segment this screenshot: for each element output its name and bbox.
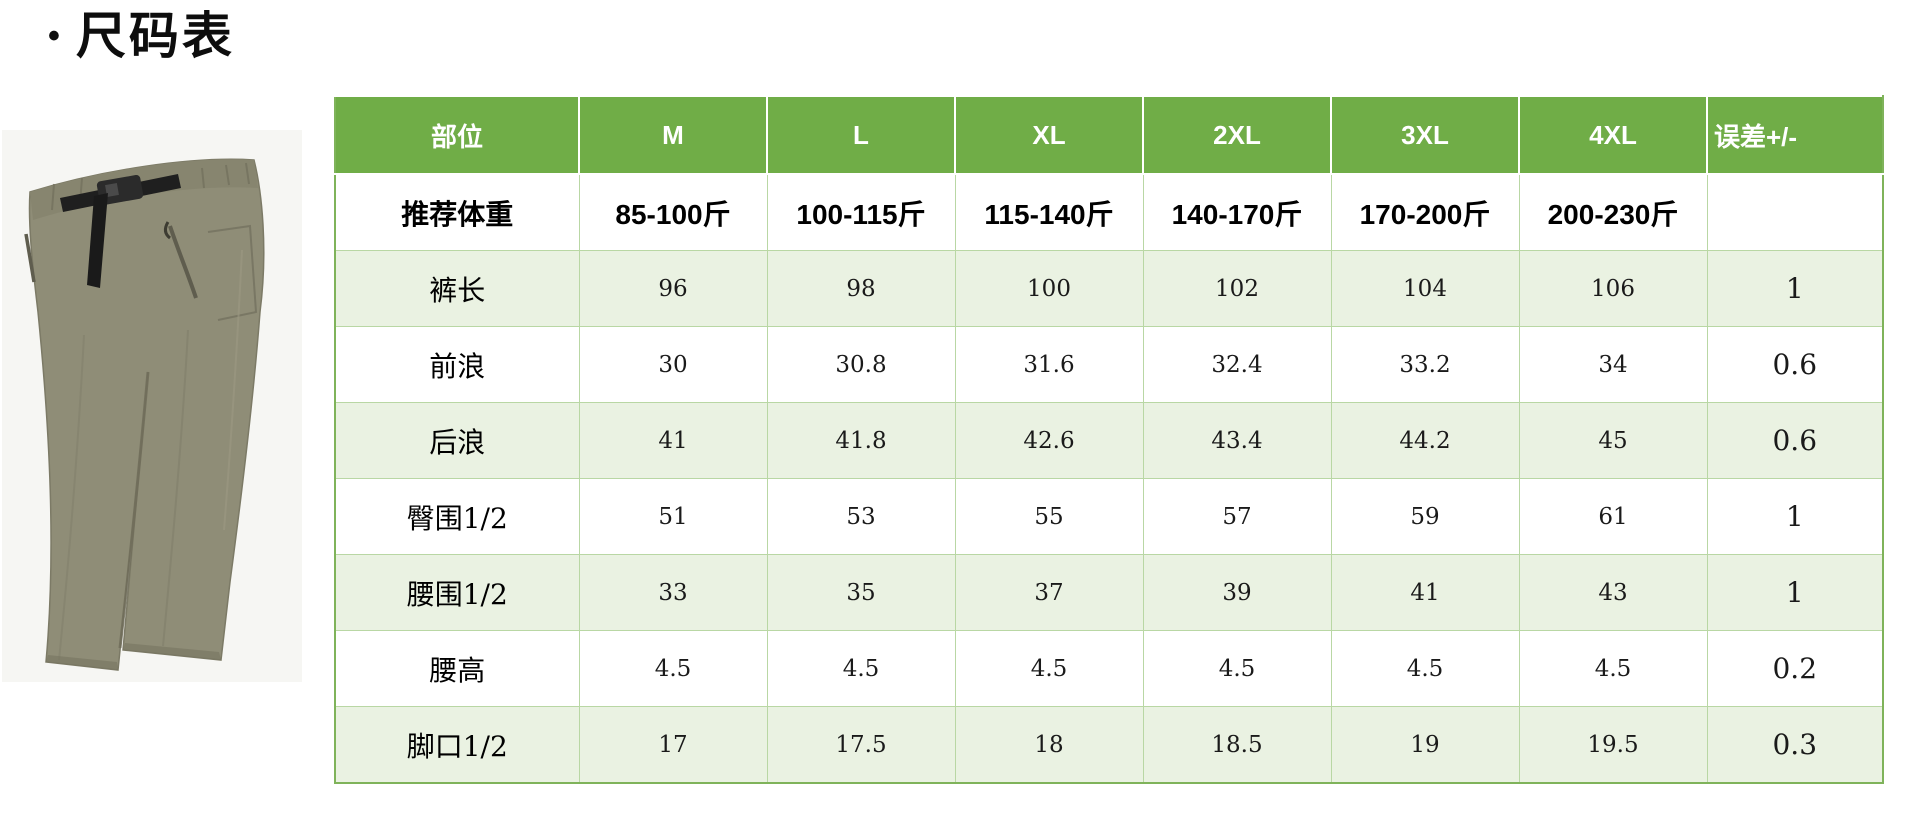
cell: 41.8 (766, 402, 956, 479)
cell (1706, 173, 1884, 251)
cell: 102 (1142, 250, 1332, 327)
row-label: 腰高 (334, 630, 580, 707)
cell: 43 (1518, 554, 1708, 631)
cell: 30 (578, 326, 768, 403)
cell: 200-230斤 (1518, 173, 1708, 251)
table-row-waistband-height: 腰高 4.5 4.5 4.5 4.5 4.5 4.5 0.2 (334, 630, 1884, 707)
cell: 115-140斤 (954, 173, 1144, 251)
table-row-pant-length: 裤长 96 98 100 102 104 106 1 (334, 250, 1884, 327)
cell: 4.5 (1330, 630, 1520, 707)
col-header-m: M (578, 95, 768, 175)
col-header-4xl: 4XL (1518, 95, 1708, 175)
page-title-text: 尺码表 (75, 8, 235, 64)
cell: 4.5 (1142, 630, 1332, 707)
cell: 85-100斤 (578, 173, 768, 251)
cell: 19 (1330, 706, 1520, 784)
col-header-xl: XL (954, 95, 1144, 175)
cell: 44.2 (1330, 402, 1520, 479)
product-photo (2, 130, 302, 682)
table-row-waist: 腰围1/2 33 35 37 39 41 43 1 (334, 554, 1884, 631)
col-header-2xl: 2XL (1142, 95, 1332, 175)
row-label: 后浪 (334, 402, 580, 479)
cell: 106 (1518, 250, 1708, 327)
table-row-hip: 臀围1/2 51 53 55 57 59 61 1 (334, 478, 1884, 555)
table-row-front-rise: 前浪 30 30.8 31.6 32.4 33.2 34 0.6 (334, 326, 1884, 403)
cell: 18.5 (1142, 706, 1332, 784)
cell: 42.6 (954, 402, 1144, 479)
page-title: • 尺码表 (48, 6, 235, 66)
row-label: 腰围1/2 (334, 554, 580, 631)
cell: 4.5 (1518, 630, 1708, 707)
cell: 61 (1518, 478, 1708, 555)
cell: 1 (1706, 478, 1884, 555)
row-label: 臀围1/2 (334, 478, 580, 555)
cell: 51 (578, 478, 768, 555)
row-label: 推荐体重 (334, 173, 580, 251)
header-row: 部位 M L XL 2XL 3XL 4XL 误差+/- (334, 95, 1884, 175)
cell: 1 (1706, 554, 1884, 631)
cell: 53 (766, 478, 956, 555)
cell: 41 (578, 402, 768, 479)
cell: 170-200斤 (1330, 173, 1520, 251)
row-label: 脚口1/2 (334, 706, 580, 784)
cell: 4.5 (766, 630, 956, 707)
cell: 32.4 (1142, 326, 1332, 403)
col-header-3xl: 3XL (1330, 95, 1520, 175)
cell: 19.5 (1518, 706, 1708, 784)
cell: 30.8 (766, 326, 956, 403)
cell: 33 (578, 554, 768, 631)
bullet-icon: • (48, 17, 60, 55)
pants-illustration (2, 130, 302, 682)
cell: 1 (1706, 250, 1884, 327)
cell: 17.5 (766, 706, 956, 784)
cell: 100-115斤 (766, 173, 956, 251)
row-label: 前浪 (334, 326, 580, 403)
col-header-l: L (766, 95, 956, 175)
cell: 0.6 (1706, 402, 1884, 479)
table-row-leg-opening: 脚口1/2 17 17.5 18 18.5 19 19.5 0.3 (334, 706, 1884, 784)
table-row-back-rise: 后浪 41 41.8 42.6 43.4 44.2 45 0.6 (334, 402, 1884, 479)
cell: 41 (1330, 554, 1520, 631)
cell: 98 (766, 250, 956, 327)
cell: 39 (1142, 554, 1332, 631)
row-label: 裤长 (334, 250, 580, 327)
cell: 57 (1142, 478, 1332, 555)
col-header-tolerance: 误差+/- (1706, 95, 1884, 175)
cell: 59 (1330, 478, 1520, 555)
cell: 4.5 (954, 630, 1144, 707)
cell: 100 (954, 250, 1144, 327)
cell: 35 (766, 554, 956, 631)
cell: 4.5 (578, 630, 768, 707)
col-header-part: 部位 (334, 95, 580, 175)
cell: 140-170斤 (1142, 173, 1332, 251)
table-row-weight: 推荐体重 85-100斤 100-115斤 115-140斤 140-170斤 … (334, 173, 1884, 251)
cell: 34 (1518, 326, 1708, 403)
cell: 17 (578, 706, 768, 784)
cell: 18 (954, 706, 1144, 784)
cell: 45 (1518, 402, 1708, 479)
cell: 31.6 (954, 326, 1144, 403)
cell: 37 (954, 554, 1144, 631)
size-table: 部位 M L XL 2XL 3XL 4XL 误差+/- 推荐体重 85-100斤… (334, 95, 1884, 784)
cell: 104 (1330, 250, 1520, 327)
cell: 0.2 (1706, 630, 1884, 707)
cell: 43.4 (1142, 402, 1332, 479)
cell: 0.6 (1706, 326, 1884, 403)
cell: 0.3 (1706, 706, 1884, 784)
cell: 33.2 (1330, 326, 1520, 403)
cell: 55 (954, 478, 1144, 555)
cell: 96 (578, 250, 768, 327)
